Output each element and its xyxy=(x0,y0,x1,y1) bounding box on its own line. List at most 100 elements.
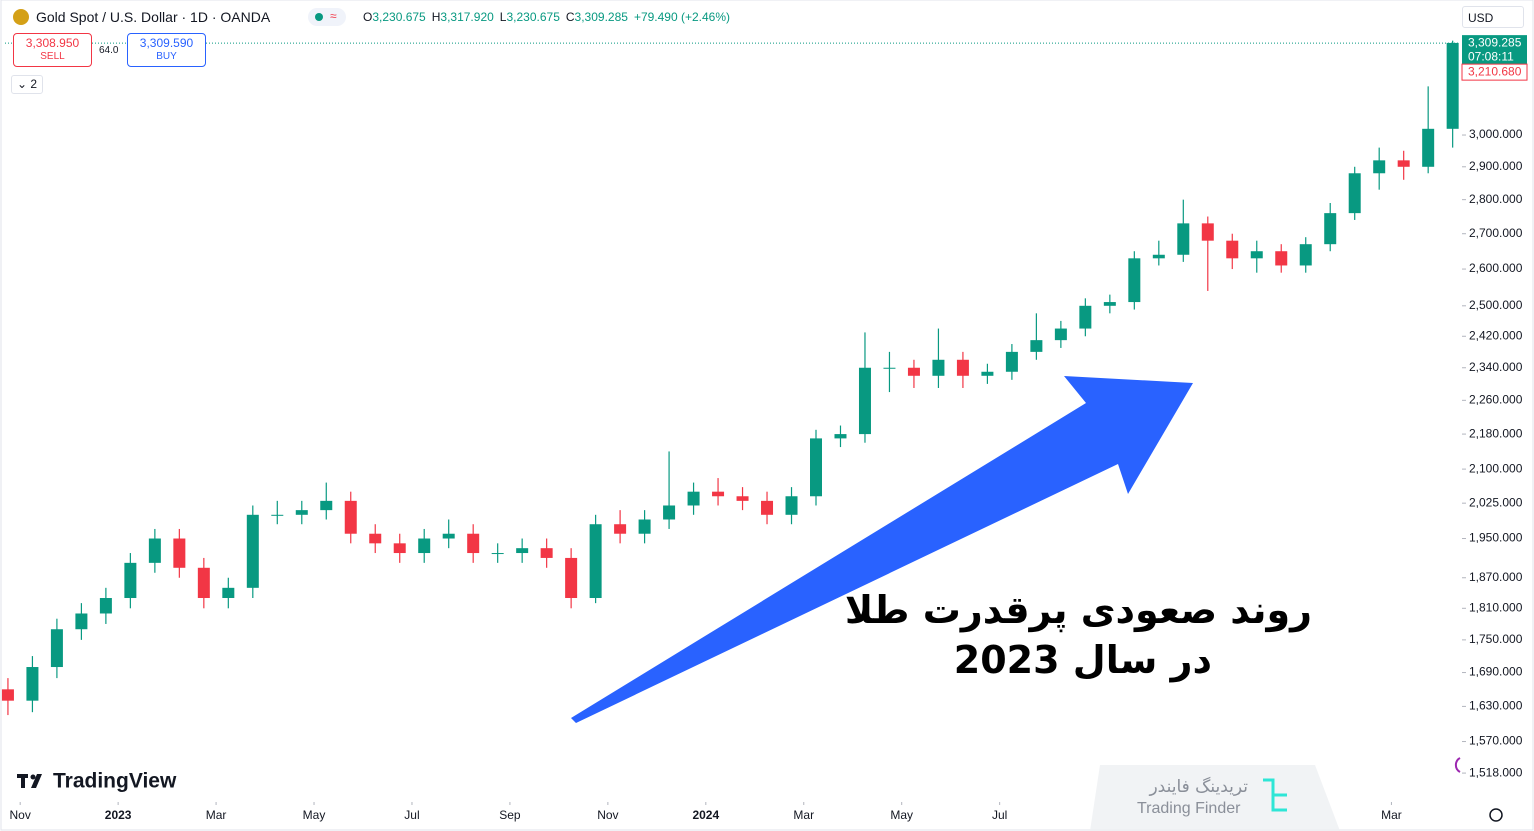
indicator-icon xyxy=(1454,757,1461,773)
tv-logo: TradingView xyxy=(53,770,177,793)
candle-body xyxy=(1079,305,1092,329)
y-tick-label: 1,950.000 xyxy=(1469,531,1523,545)
candle-body xyxy=(99,598,112,614)
candle xyxy=(295,500,308,525)
candle-body xyxy=(1250,251,1263,259)
candle xyxy=(1226,233,1239,270)
candle xyxy=(687,482,700,515)
candle xyxy=(1422,86,1435,174)
candle-body xyxy=(785,496,798,515)
candle xyxy=(1,678,14,716)
buy-button[interactable]: 3,309.590 BUY xyxy=(127,33,206,67)
y-tick-label: 2,260.000 xyxy=(1469,393,1523,407)
candle xyxy=(663,451,676,529)
candle xyxy=(271,500,284,525)
y-tick-label: 2,100.000 xyxy=(1469,461,1523,475)
candle-body xyxy=(295,510,308,515)
symbol[interactable]: Gold Spot / U.S. Dollar · 1D · OANDA xyxy=(36,9,271,25)
sell-price: 3,308.950 xyxy=(25,36,80,50)
candle-body xyxy=(148,538,161,563)
candle xyxy=(344,491,357,544)
tv-logo-mark xyxy=(17,774,42,788)
candle-body xyxy=(271,514,284,516)
y-tick-label: 1,750.000 xyxy=(1469,632,1523,646)
candle xyxy=(1103,294,1116,314)
y-tick-label: 2,800.000 xyxy=(1469,192,1523,206)
prev-close-box xyxy=(1461,63,1528,81)
candle-body xyxy=(638,519,651,534)
last-price-label: 3,309.285 xyxy=(1468,35,1522,49)
settings-icon[interactable] xyxy=(1489,808,1503,822)
y-tick-label: 2,340.000 xyxy=(1469,360,1523,374)
candle xyxy=(638,510,651,544)
y-tick-label: 1,810.000 xyxy=(1469,600,1523,614)
x-tick-label: 2024 xyxy=(692,808,719,822)
candle-body xyxy=(491,553,504,555)
candle-body xyxy=(442,533,455,539)
candle xyxy=(1348,166,1361,220)
ohlc-key: C xyxy=(565,10,575,24)
x-tick-label: Nov xyxy=(597,808,618,822)
candle-body xyxy=(320,500,333,511)
candle xyxy=(197,557,210,609)
x-tick-label: May xyxy=(890,808,913,822)
currency[interactable]: USD xyxy=(1462,6,1524,28)
candle-body xyxy=(956,359,969,376)
sell-label: SELL xyxy=(40,51,65,62)
candle-body xyxy=(1030,340,1043,352)
candle xyxy=(516,538,529,563)
candle-body xyxy=(614,524,627,534)
y-tick-label: 2,700.000 xyxy=(1469,226,1523,240)
watermark-icon xyxy=(1263,778,1287,812)
candle-body xyxy=(1275,251,1288,266)
candle-body xyxy=(858,367,871,435)
candle xyxy=(1152,240,1165,266)
x-tick-label: Mar xyxy=(206,808,227,822)
candle xyxy=(712,478,725,506)
indicators-toggle[interactable]: ⌄ 2 xyxy=(11,75,43,94)
candle-body xyxy=(834,434,847,439)
candle xyxy=(491,543,504,563)
candle xyxy=(26,656,39,713)
candle xyxy=(736,487,749,511)
candle-body xyxy=(1201,223,1214,241)
candle-body xyxy=(516,548,529,554)
candle-body xyxy=(1177,223,1190,255)
candle xyxy=(981,363,994,384)
candle xyxy=(1079,298,1092,337)
candle xyxy=(761,491,774,525)
watermark-bg xyxy=(1090,765,1340,831)
candle xyxy=(75,603,88,640)
candle-body xyxy=(1324,213,1337,245)
candle-body xyxy=(418,538,431,554)
x-tick-label: May xyxy=(303,808,326,822)
watermark-en: Trading Finder xyxy=(1137,800,1241,817)
candle-body xyxy=(344,500,357,534)
candle-body xyxy=(687,491,700,506)
candle-body xyxy=(124,562,137,599)
status-pill: ≈ xyxy=(308,8,346,26)
candle-body xyxy=(1446,42,1459,129)
candle xyxy=(1030,313,1043,360)
candle-body xyxy=(173,538,186,568)
countdown: 07:08:11 xyxy=(1468,49,1514,63)
y-tick-label: 2,025.000 xyxy=(1469,495,1523,509)
buy-label: BUY xyxy=(156,51,177,62)
candle-body xyxy=(393,543,406,554)
candle-body xyxy=(932,359,945,376)
candle xyxy=(1275,244,1288,273)
candle xyxy=(50,618,63,679)
candle-body xyxy=(589,524,602,599)
candle xyxy=(858,332,871,443)
x-tick-label: Mar xyxy=(1381,808,1402,822)
candle-body xyxy=(1348,173,1361,214)
candle xyxy=(1005,344,1018,380)
candle-body xyxy=(809,438,822,497)
candle xyxy=(540,538,553,568)
candle-body xyxy=(1373,160,1386,174)
candle-body xyxy=(222,587,235,599)
x-tick-label: Jul xyxy=(404,808,419,822)
y-tick-label: 2,420.000 xyxy=(1469,328,1523,342)
sell-button[interactable]: 3,308.950 SELL xyxy=(13,33,92,67)
